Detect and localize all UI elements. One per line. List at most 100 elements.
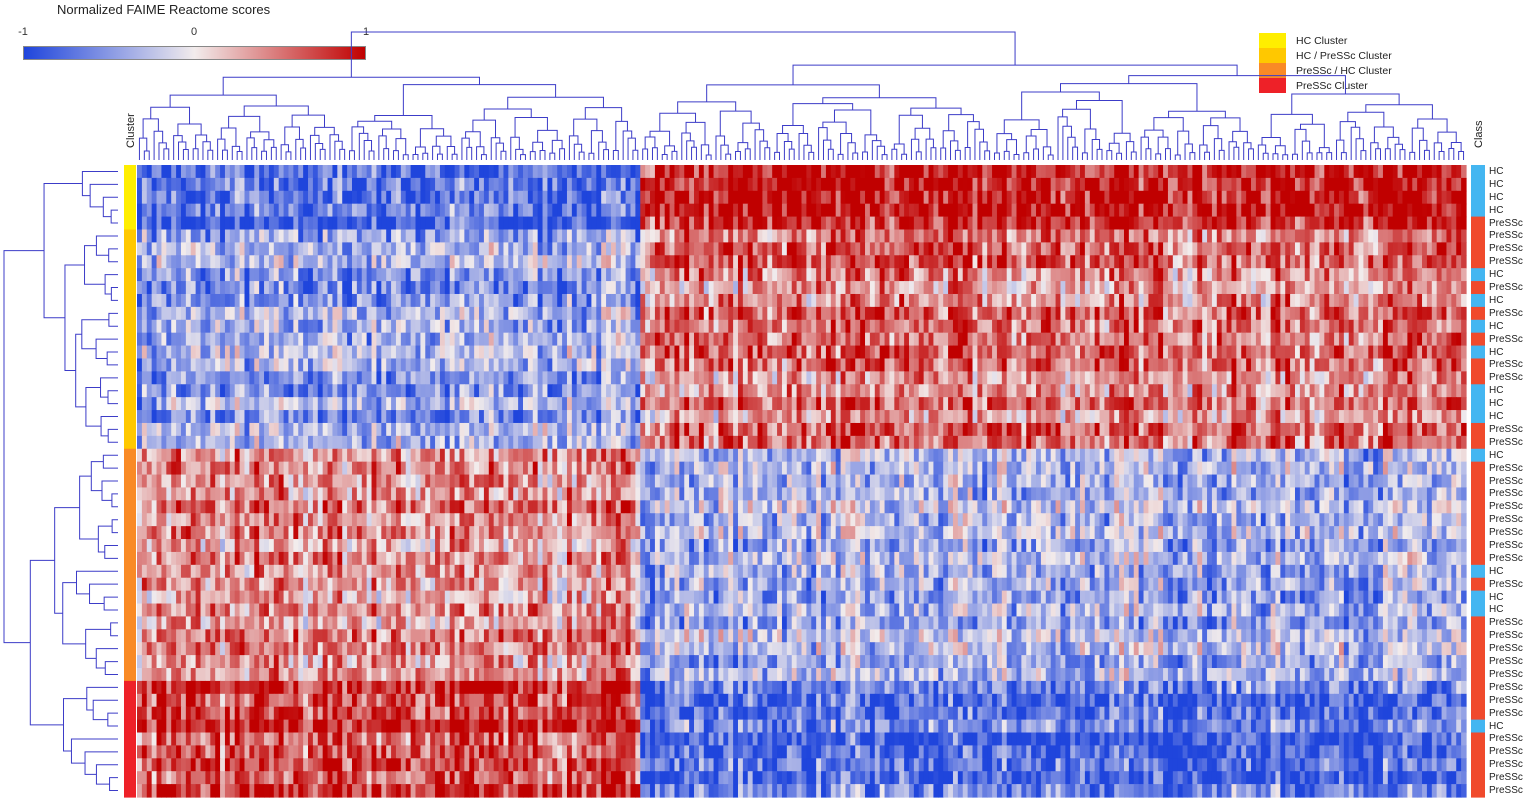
heatmap-cell — [415, 371, 421, 385]
heatmap-cell — [1143, 358, 1150, 372]
heatmap-cell — [1089, 165, 1096, 179]
heatmap-cell — [889, 319, 895, 334]
dendrogram-link — [291, 114, 325, 128]
heatmap-cell — [1324, 306, 1330, 321]
heatmap-cell — [1094, 229, 1101, 243]
heatmap-cell — [151, 203, 158, 218]
heatmap-cell — [337, 358, 343, 372]
heatmap-cell — [1114, 306, 1120, 321]
heatmap-cell — [982, 281, 988, 295]
heatmap-cell — [493, 281, 500, 295]
heatmap-cell — [1378, 216, 1384, 231]
heatmap-cell — [1392, 293, 1399, 308]
heatmap-cell — [938, 190, 944, 205]
heatmap-cell — [1221, 165, 1228, 179]
heatmap-cell — [1133, 165, 1140, 179]
heatmap-cell — [1114, 242, 1120, 256]
heatmap-cell — [205, 242, 211, 256]
heatmap-cell — [1417, 177, 1423, 192]
dendrogram-link — [700, 144, 710, 160]
heatmap-cell — [293, 177, 299, 192]
heatmap-cell — [552, 371, 558, 385]
heatmap-cell — [337, 371, 343, 385]
heatmap-cell — [791, 358, 798, 372]
heatmap-cell — [215, 371, 221, 385]
heatmap-cell — [737, 268, 744, 282]
heatmap-cell — [239, 384, 246, 398]
heatmap-cell — [1456, 319, 1462, 334]
heatmap-cell — [1207, 293, 1213, 308]
heatmap-cell — [1334, 229, 1340, 243]
heatmap-cell — [312, 332, 319, 347]
heatmap-cell — [435, 306, 441, 321]
heatmap-cell — [185, 268, 192, 282]
heatmap-cell — [141, 371, 148, 385]
heatmap-cell — [141, 319, 148, 334]
heatmap-cell — [444, 371, 451, 385]
heatmap-cell — [342, 281, 348, 295]
heatmap-cell — [1207, 216, 1213, 231]
heatmap-cell — [542, 242, 549, 256]
heatmap-cell — [825, 229, 832, 243]
heatmap-cell — [190, 293, 197, 308]
heatmap-cell — [308, 190, 314, 205]
heatmap-cell — [1417, 293, 1423, 308]
dendrogram-link — [263, 139, 275, 152]
heatmap-cell — [1436, 293, 1443, 308]
heatmap-cell — [1358, 177, 1364, 192]
heatmap-cell — [908, 242, 915, 256]
dendrogram-link — [1365, 104, 1433, 119]
heatmap-cell — [1241, 165, 1247, 179]
heatmap-cell — [1265, 358, 1272, 372]
heatmap-cell — [171, 242, 177, 256]
heatmap-cell — [1299, 177, 1306, 192]
heatmap-cell — [249, 358, 255, 372]
heatmap-cell — [356, 268, 363, 282]
heatmap-cell — [781, 190, 788, 205]
heatmap-cell — [996, 281, 1003, 295]
heatmap-cell — [1119, 281, 1125, 295]
heatmap-cell — [141, 229, 148, 243]
heatmap-cell — [913, 319, 920, 334]
heatmap-cell — [620, 332, 627, 347]
heatmap-cell — [566, 371, 573, 385]
heatmap-cell — [757, 371, 764, 385]
heatmap-cell — [630, 190, 636, 205]
heatmap-cell — [1251, 293, 1257, 308]
heatmap-cell — [449, 229, 456, 243]
heatmap-cell — [620, 268, 627, 282]
heatmap-cell — [952, 306, 959, 321]
heatmap-cell — [459, 216, 465, 231]
heatmap-cell — [1461, 358, 1467, 372]
heatmap-cell — [405, 203, 412, 218]
heatmap-cell — [1285, 216, 1291, 231]
heatmap-cell — [1006, 268, 1013, 282]
heatmap-cell — [386, 306, 392, 321]
heatmap-cell — [405, 293, 412, 308]
heatmap-cell — [1426, 332, 1433, 347]
heatmap-cell — [1431, 255, 1438, 269]
heatmap-cell — [1036, 229, 1042, 243]
heatmap-cell — [830, 229, 837, 243]
heatmap-cell — [166, 190, 172, 205]
heatmap-cell — [161, 293, 167, 308]
heatmap-cell — [1045, 255, 1052, 269]
heatmap-cell — [718, 190, 724, 205]
dendrogram-link — [102, 196, 118, 218]
heatmap-cell — [503, 306, 509, 321]
heatmap-cell — [342, 229, 348, 243]
heatmap-cell — [1065, 268, 1071, 282]
dendrogram-link — [910, 107, 962, 116]
heatmap-cell — [1104, 255, 1110, 269]
heatmap-cell — [220, 345, 226, 360]
heatmap-cell — [464, 242, 470, 256]
heatmap-cell — [1324, 332, 1330, 347]
heatmap-cell — [596, 371, 602, 385]
heatmap-cell — [308, 358, 314, 372]
heatmap-cell — [366, 319, 373, 334]
heatmap-cell — [606, 293, 612, 308]
heatmap-cell — [1216, 177, 1223, 192]
heatmap-cell — [996, 165, 1003, 179]
heatmap-cell — [1021, 358, 1027, 372]
heatmap-cell — [884, 358, 891, 372]
